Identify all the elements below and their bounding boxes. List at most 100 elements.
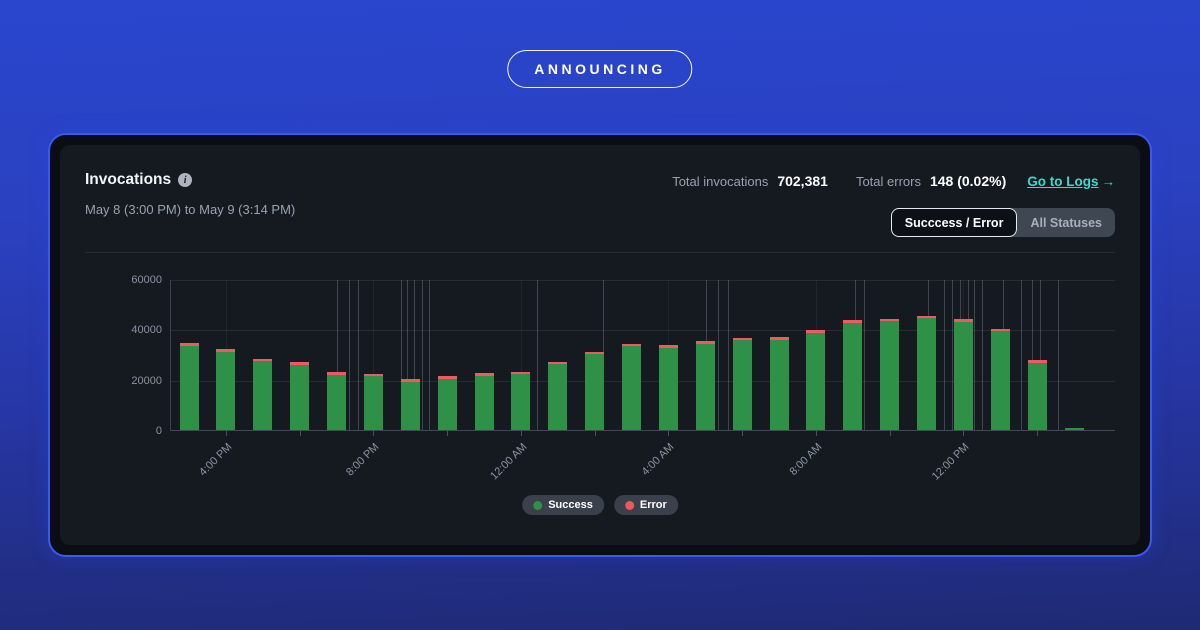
stats-row: Total invocations 702,381 Total errors 1…	[672, 173, 1115, 189]
invocation-bar[interactable]	[1064, 428, 1084, 430]
deploy-marker-line	[727, 280, 729, 430]
dashboard-card: Invocations i Total invocations 702,381 …	[48, 133, 1152, 557]
invocation-bar[interactable]	[880, 318, 900, 430]
bar-error-segment	[474, 373, 494, 376]
legend-pill-success[interactable]: Success	[522, 495, 604, 515]
bar-error-segment	[400, 379, 420, 382]
x-axis-tick	[963, 431, 965, 436]
go-to-logs-link[interactable]: Go to Logs →	[1027, 174, 1115, 189]
bar-success-segment	[658, 347, 678, 430]
x-axis-tick	[520, 431, 522, 436]
h-gridline	[171, 330, 1115, 332]
invocation-bar[interactable]	[327, 372, 346, 430]
bar-error-segment	[695, 341, 715, 344]
deploy-marker-line	[536, 280, 538, 430]
bar-success-segment	[732, 340, 752, 430]
bar-error-segment	[622, 343, 641, 347]
bar-success-segment	[290, 364, 310, 430]
chart-legend: Success Error	[522, 495, 678, 515]
bar-error-segment	[253, 358, 273, 362]
invocation-bar[interactable]	[216, 349, 236, 430]
bar-error-segment	[216, 349, 236, 352]
invocation-bar[interactable]	[658, 345, 678, 430]
go-to-logs-text: Go to Logs	[1027, 174, 1099, 189]
legend-pill-error[interactable]: Error	[613, 495, 678, 515]
invocation-bar[interactable]	[695, 341, 715, 430]
deploy-marker-line	[718, 280, 720, 430]
invocation-bar[interactable]	[585, 351, 605, 430]
invocation-bar[interactable]	[806, 330, 826, 430]
bar-error-segment	[769, 337, 789, 340]
invocation-bar[interactable]	[474, 373, 494, 430]
bar-error-segment	[363, 373, 383, 377]
y-axis-labels: 0 20000 40000 60000	[60, 145, 162, 545]
x-tick-label: 8:00 AM	[787, 441, 825, 479]
x-axis-tick	[447, 431, 449, 436]
invocation-bar[interactable]	[548, 361, 568, 430]
bar-success-segment	[953, 321, 973, 430]
success-dot-icon	[533, 500, 543, 510]
y-tick-label: 40000	[131, 324, 162, 337]
deploy-marker-line	[1058, 280, 1060, 430]
deploy-marker-line	[413, 280, 415, 430]
deploy-marker-line	[1040, 280, 1042, 430]
invocation-bar[interactable]	[1027, 360, 1047, 430]
legend-label: Success	[548, 499, 593, 511]
announcing-badge: ANNOUNCING	[507, 50, 693, 88]
x-axis-tick	[668, 431, 670, 436]
deploy-marker-line	[422, 280, 424, 430]
total-invocations-label: Total invocations	[672, 174, 769, 189]
bar-success-segment	[1064, 428, 1084, 430]
bar-error-segment	[327, 372, 346, 375]
invocation-bar[interactable]	[732, 337, 752, 430]
toggle-all-statuses[interactable]: All Statuses	[1030, 215, 1102, 230]
invocation-bar[interactable]	[290, 362, 310, 430]
arrow-right-icon: →	[1101, 174, 1116, 189]
bar-error-segment	[806, 330, 826, 333]
panel-title: Invocations i	[85, 171, 193, 189]
invocation-bar[interactable]	[437, 376, 457, 430]
error-dot-icon	[624, 500, 634, 510]
info-icon[interactable]: i	[178, 173, 193, 187]
deploy-marker-line	[1020, 280, 1022, 430]
invocation-bar[interactable]	[953, 319, 973, 430]
bar-success-segment	[990, 331, 1010, 430]
announcing-label: ANNOUNCING	[534, 61, 666, 77]
invocation-bar[interactable]	[511, 371, 531, 430]
deploy-marker-line	[428, 280, 430, 430]
invocation-bar[interactable]	[917, 315, 936, 430]
bar-success-segment	[622, 346, 641, 430]
bar-error-segment	[917, 315, 936, 319]
x-axis-tick	[373, 431, 375, 436]
invocation-bar[interactable]	[843, 320, 863, 430]
h-gridline	[171, 380, 1115, 382]
invocation-bar[interactable]	[253, 358, 273, 430]
x-axis-tick	[225, 431, 227, 436]
h-gridline	[171, 280, 1115, 281]
v-gridline	[373, 280, 375, 430]
bar-success-segment	[843, 322, 863, 430]
deploy-marker-line	[400, 280, 402, 430]
bar-success-segment	[806, 332, 826, 430]
invocation-bar[interactable]	[363, 373, 383, 430]
bar-success-segment	[474, 375, 494, 430]
invocation-bar[interactable]	[769, 337, 789, 430]
date-range: May 8 (3:00 PM) to May 9 (3:14 PM)	[85, 202, 296, 217]
x-axis-tick	[889, 431, 891, 436]
bar-success-segment	[585, 354, 605, 430]
header-divider	[85, 252, 1115, 253]
invocation-bar[interactable]	[622, 343, 641, 430]
bar-error-segment	[179, 343, 199, 346]
deploy-marker-line	[337, 280, 339, 430]
bar-error-segment	[990, 328, 1010, 332]
bar-success-segment	[179, 345, 199, 430]
bar-success-segment	[548, 364, 568, 430]
invocation-bar[interactable]	[400, 379, 420, 430]
toggle-success-error[interactable]: Succcess / Error	[890, 208, 1018, 237]
bar-success-segment	[880, 321, 900, 430]
x-tick-label: 12:00 AM	[488, 441, 530, 483]
plot-area: 4:00 PM 8:00 PM 12:00 AM 4:00 AM 8:00 AM 12:0…	[170, 280, 1115, 483]
invocation-bar[interactable]	[990, 328, 1010, 430]
invocation-bar[interactable]	[179, 343, 199, 430]
